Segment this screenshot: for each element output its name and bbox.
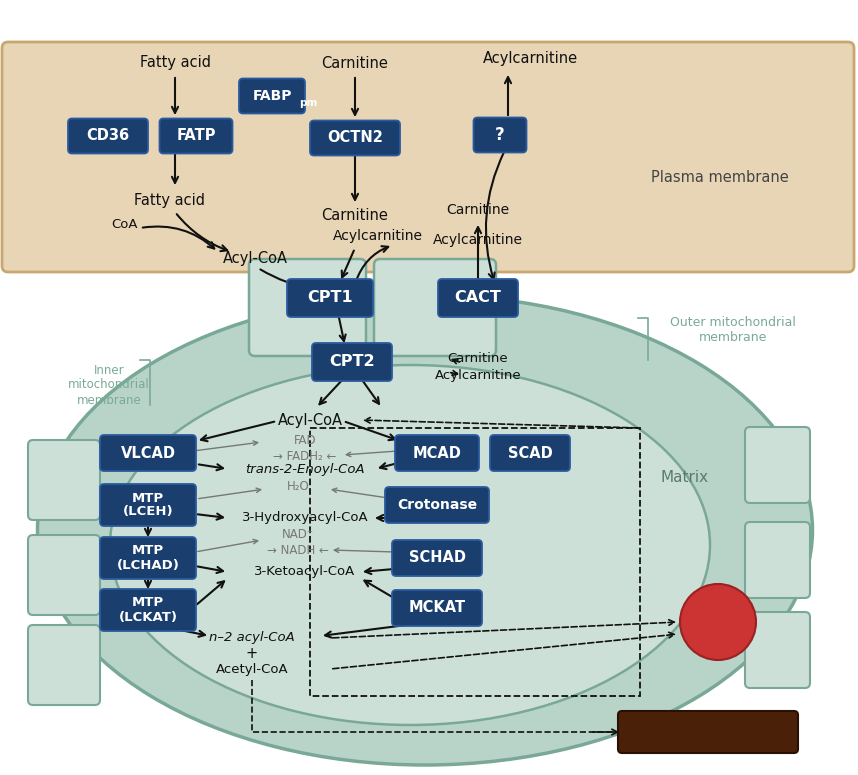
FancyBboxPatch shape bbox=[239, 78, 305, 113]
FancyBboxPatch shape bbox=[490, 435, 570, 471]
Text: trans-2-Enoyl-CoA: trans-2-Enoyl-CoA bbox=[245, 463, 365, 477]
Text: SCHAD: SCHAD bbox=[408, 550, 466, 566]
FancyBboxPatch shape bbox=[392, 540, 482, 576]
FancyBboxPatch shape bbox=[100, 484, 196, 526]
Text: Acylcarnitine: Acylcarnitine bbox=[433, 233, 523, 247]
Text: VLCAD: VLCAD bbox=[120, 446, 176, 460]
Text: Acyl-CoA: Acyl-CoA bbox=[222, 250, 287, 266]
FancyBboxPatch shape bbox=[385, 487, 489, 523]
Text: ?: ? bbox=[495, 126, 505, 144]
FancyBboxPatch shape bbox=[100, 589, 196, 631]
FancyBboxPatch shape bbox=[392, 590, 482, 626]
Text: Plasma membrane: Plasma membrane bbox=[651, 170, 789, 185]
Text: MCAD: MCAD bbox=[413, 446, 462, 460]
FancyBboxPatch shape bbox=[745, 427, 810, 503]
Text: TCA: TCA bbox=[702, 608, 734, 624]
FancyBboxPatch shape bbox=[2, 42, 854, 272]
FancyBboxPatch shape bbox=[618, 711, 798, 753]
Text: FABP: FABP bbox=[252, 89, 292, 103]
FancyBboxPatch shape bbox=[310, 120, 400, 156]
Text: SCAD: SCAD bbox=[508, 446, 553, 460]
Text: Fatty acid: Fatty acid bbox=[135, 192, 206, 208]
Text: MTP
(LCKAT): MTP (LCKAT) bbox=[118, 597, 178, 624]
Text: Acyl-CoA: Acyl-CoA bbox=[277, 412, 342, 428]
Text: n–2 acyl-CoA: n–2 acyl-CoA bbox=[209, 632, 295, 645]
Text: CD36: CD36 bbox=[87, 129, 130, 143]
Text: MTP
(LCHAD): MTP (LCHAD) bbox=[117, 545, 179, 571]
FancyBboxPatch shape bbox=[28, 535, 100, 615]
FancyBboxPatch shape bbox=[68, 119, 148, 153]
Text: → FADH₂ ←: → FADH₂ ← bbox=[274, 449, 336, 463]
Text: pm: pm bbox=[299, 98, 317, 108]
FancyBboxPatch shape bbox=[100, 435, 196, 471]
FancyBboxPatch shape bbox=[100, 537, 196, 579]
Ellipse shape bbox=[38, 295, 813, 765]
Text: Carnitine: Carnitine bbox=[322, 208, 389, 222]
Text: MTP
(LCEH): MTP (LCEH) bbox=[123, 491, 173, 518]
Text: NAD⁺: NAD⁺ bbox=[282, 529, 314, 542]
Text: Acylcarnitine: Acylcarnitine bbox=[435, 368, 522, 381]
Text: Carnitine: Carnitine bbox=[322, 56, 389, 71]
Text: Acylcarnitine: Acylcarnitine bbox=[333, 229, 423, 243]
Text: Carnitine: Carnitine bbox=[448, 352, 508, 364]
FancyBboxPatch shape bbox=[395, 435, 479, 471]
Text: OCTN2: OCTN2 bbox=[327, 130, 383, 146]
Text: → NADH ←: → NADH ← bbox=[267, 543, 329, 556]
Text: Ketogenesis: Ketogenesis bbox=[656, 725, 760, 739]
FancyBboxPatch shape bbox=[160, 119, 233, 153]
Text: FAD: FAD bbox=[293, 435, 317, 447]
Text: CPT1: CPT1 bbox=[307, 291, 353, 305]
Text: cycle: cycle bbox=[699, 625, 737, 638]
Text: CoA: CoA bbox=[112, 219, 138, 232]
Ellipse shape bbox=[110, 365, 710, 725]
Text: Fatty acid: Fatty acid bbox=[140, 56, 210, 71]
Text: CPT2: CPT2 bbox=[329, 354, 375, 370]
Text: Acetyl-CoA: Acetyl-CoA bbox=[215, 663, 288, 676]
Text: CACT: CACT bbox=[455, 291, 501, 305]
Text: 3-Ketoacyl-CoA: 3-Ketoacyl-CoA bbox=[254, 566, 355, 578]
FancyBboxPatch shape bbox=[287, 279, 373, 317]
Text: 3-Hydroxyacyl-CoA: 3-Hydroxyacyl-CoA bbox=[242, 512, 368, 525]
FancyBboxPatch shape bbox=[249, 259, 366, 356]
Text: Outer mitochondrial
membrane: Outer mitochondrial membrane bbox=[670, 316, 796, 344]
FancyBboxPatch shape bbox=[745, 612, 810, 688]
FancyBboxPatch shape bbox=[745, 522, 810, 598]
FancyBboxPatch shape bbox=[474, 118, 527, 153]
FancyBboxPatch shape bbox=[374, 259, 496, 356]
Text: MCKAT: MCKAT bbox=[408, 601, 466, 615]
Text: Crotonase: Crotonase bbox=[397, 498, 477, 512]
Text: FATP: FATP bbox=[176, 129, 215, 143]
Text: Matrix: Matrix bbox=[661, 470, 709, 485]
Text: Carnitine: Carnitine bbox=[446, 203, 510, 217]
FancyBboxPatch shape bbox=[28, 440, 100, 520]
Circle shape bbox=[680, 584, 756, 660]
Text: Acylcarnitine: Acylcarnitine bbox=[482, 50, 577, 66]
FancyBboxPatch shape bbox=[312, 343, 392, 381]
FancyBboxPatch shape bbox=[438, 279, 518, 317]
Bar bbox=[310, 428, 640, 696]
Text: H₂O: H₂O bbox=[287, 480, 310, 494]
Text: Inner
mitochondrial
membrane: Inner mitochondrial membrane bbox=[68, 363, 150, 407]
FancyBboxPatch shape bbox=[28, 625, 100, 705]
Text: +: + bbox=[246, 646, 258, 662]
